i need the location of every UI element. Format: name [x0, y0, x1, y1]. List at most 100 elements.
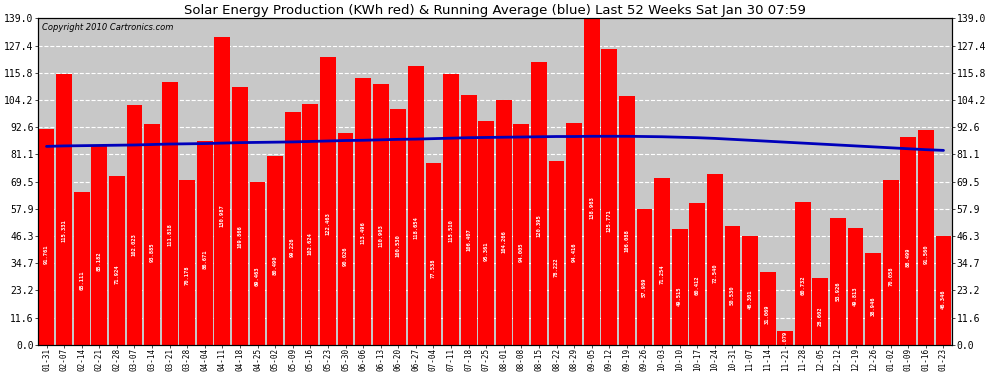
Text: 106.407: 106.407 — [466, 228, 471, 251]
Bar — [478, 121, 494, 345]
Bar — [373, 84, 389, 345]
Text: 70.178: 70.178 — [185, 266, 190, 285]
Text: 138.963: 138.963 — [589, 196, 594, 219]
Bar — [444, 74, 459, 345]
Text: 130.987: 130.987 — [220, 204, 225, 227]
Text: 38.946: 38.946 — [870, 297, 875, 316]
Bar — [918, 130, 934, 345]
Bar — [742, 236, 758, 345]
Bar — [847, 228, 863, 345]
Text: 57.989: 57.989 — [642, 278, 647, 297]
Text: 125.771: 125.771 — [607, 210, 612, 232]
Text: 28.602: 28.602 — [818, 307, 823, 327]
Bar — [408, 66, 424, 345]
Bar — [249, 182, 265, 345]
Bar — [355, 78, 371, 345]
Text: 49.515: 49.515 — [677, 286, 682, 306]
Text: 118.654: 118.654 — [414, 216, 419, 239]
Text: 102.023: 102.023 — [132, 233, 137, 256]
Bar — [813, 278, 829, 345]
Bar — [883, 180, 899, 345]
Text: 50.530: 50.530 — [730, 285, 735, 305]
Bar — [39, 129, 54, 345]
Bar — [566, 123, 582, 345]
Bar — [619, 96, 635, 345]
Bar — [215, 37, 231, 345]
Text: 111.818: 111.818 — [167, 223, 172, 246]
Text: 99.226: 99.226 — [290, 237, 295, 257]
Text: 53.926: 53.926 — [836, 282, 841, 302]
Text: 110.903: 110.903 — [378, 224, 383, 247]
Text: 93.885: 93.885 — [149, 243, 154, 262]
Bar — [179, 180, 195, 345]
Bar — [865, 254, 881, 345]
Bar — [91, 145, 107, 345]
Bar — [74, 192, 89, 345]
Text: 115.331: 115.331 — [61, 220, 66, 243]
Bar — [460, 95, 476, 345]
Bar — [830, 218, 845, 345]
Bar — [127, 105, 143, 345]
Bar — [901, 137, 916, 345]
Title: Solar Energy Production (KWh red) & Running Average (blue) Last 52 Weeks Sat Jan: Solar Energy Production (KWh red) & Runn… — [184, 4, 806, 17]
Text: 106.088: 106.088 — [625, 229, 630, 252]
Text: 85.182: 85.182 — [97, 251, 102, 271]
Bar — [338, 134, 353, 345]
Bar — [637, 209, 652, 345]
Text: 91.761: 91.761 — [44, 244, 49, 264]
Bar — [232, 87, 248, 345]
Text: Copyright 2010 Cartronics.com: Copyright 2010 Cartronics.com — [43, 23, 173, 32]
Text: 94.416: 94.416 — [571, 242, 576, 261]
Bar — [672, 229, 688, 345]
Text: 80.490: 80.490 — [272, 256, 277, 275]
Bar — [496, 100, 512, 345]
Text: 100.530: 100.530 — [396, 234, 401, 257]
Text: 70.058: 70.058 — [888, 266, 893, 285]
Text: 120.395: 120.395 — [537, 215, 542, 237]
Text: 90.026: 90.026 — [343, 246, 348, 266]
Text: 91.560: 91.560 — [924, 245, 929, 264]
Text: 86.671: 86.671 — [202, 250, 207, 269]
Text: 102.624: 102.624 — [308, 232, 313, 255]
Bar — [654, 177, 670, 345]
Bar — [936, 236, 951, 345]
Bar — [759, 272, 775, 345]
Bar — [56, 74, 72, 345]
Bar — [267, 156, 283, 345]
Bar — [426, 163, 442, 345]
Text: 60.732: 60.732 — [800, 275, 805, 295]
Bar — [285, 112, 301, 345]
Bar — [725, 226, 741, 345]
Text: 46.346: 46.346 — [941, 290, 946, 309]
Bar — [197, 141, 213, 345]
Text: 113.496: 113.496 — [360, 222, 365, 244]
Text: 69.463: 69.463 — [255, 267, 260, 286]
Text: 72.540: 72.540 — [713, 264, 718, 283]
Bar — [161, 82, 177, 345]
Text: 122.463: 122.463 — [326, 213, 331, 236]
Text: 49.813: 49.813 — [853, 286, 858, 306]
Text: 31.069: 31.069 — [765, 304, 770, 324]
Text: 6.079: 6.079 — [783, 331, 788, 347]
Bar — [109, 176, 125, 345]
Text: 77.538: 77.538 — [431, 259, 436, 278]
Bar — [531, 62, 546, 345]
Bar — [689, 203, 705, 345]
Bar — [584, 18, 600, 345]
Bar — [514, 124, 530, 345]
Text: 71.254: 71.254 — [659, 265, 664, 284]
Bar — [548, 161, 564, 345]
Bar — [777, 331, 793, 345]
Text: 78.222: 78.222 — [554, 258, 559, 278]
Text: 46.301: 46.301 — [747, 290, 752, 309]
Bar — [145, 124, 160, 345]
Bar — [302, 104, 318, 345]
Text: 104.266: 104.266 — [501, 231, 506, 254]
Text: 115.510: 115.510 — [448, 220, 453, 242]
Text: 60.412: 60.412 — [695, 276, 700, 295]
Text: 109.866: 109.866 — [238, 225, 243, 248]
Bar — [795, 202, 811, 345]
Text: 65.111: 65.111 — [79, 271, 84, 290]
Bar — [320, 57, 336, 345]
Bar — [601, 50, 617, 345]
